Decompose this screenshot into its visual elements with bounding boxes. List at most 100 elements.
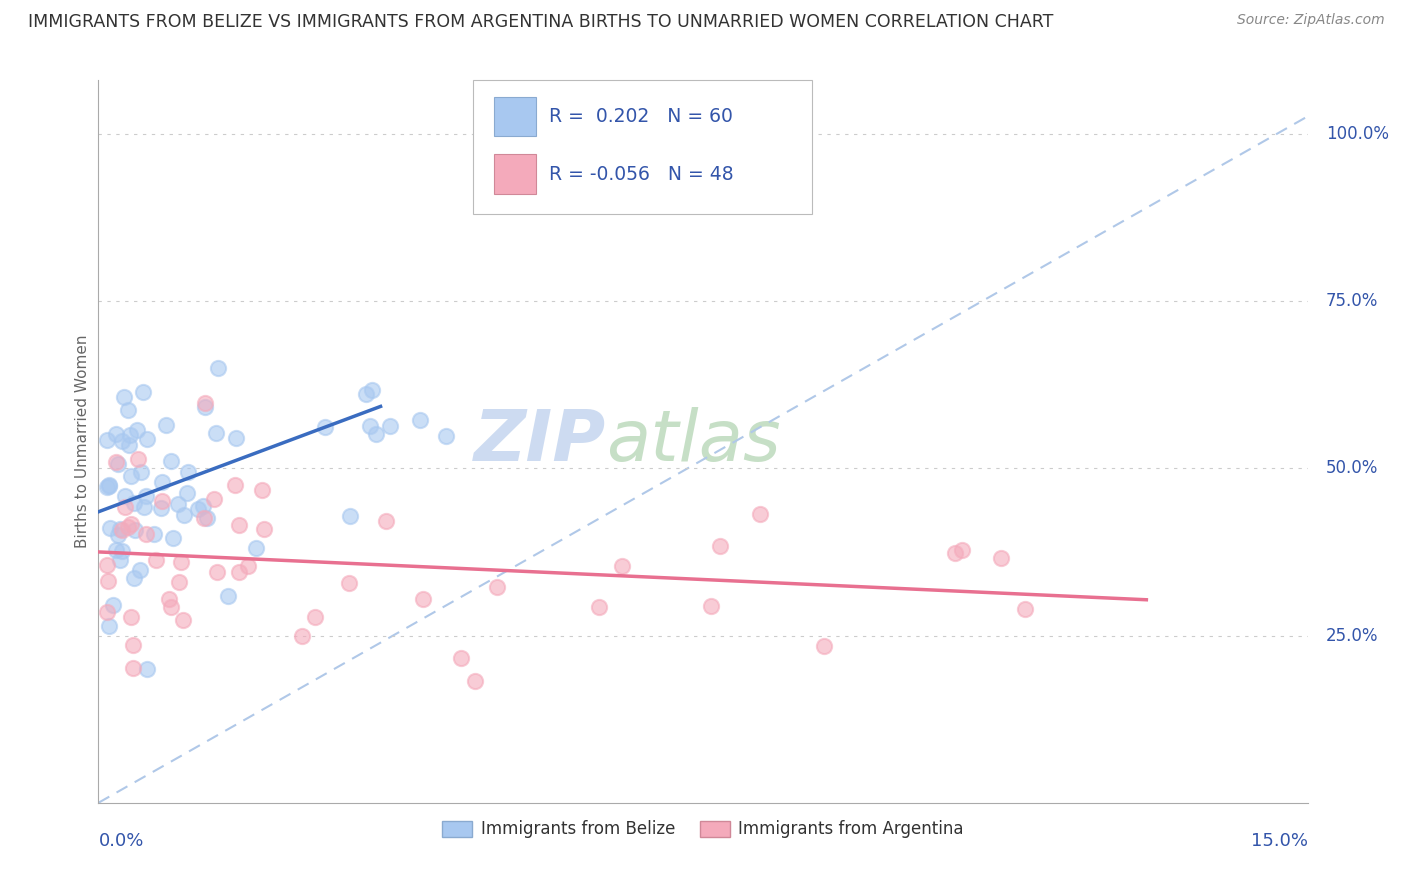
Point [194,401,217,415]
Text: 50.0%: 50.0% [1326,459,1378,477]
Point [149,501,172,516]
Point [339,508,361,523]
Point [143,527,166,541]
Text: Source: ZipAtlas.com: Source: ZipAtlas.com [1237,13,1385,28]
Point [813,639,835,653]
Point [166,497,188,511]
Point [612,559,634,574]
Point [135,489,157,503]
Point [195,511,218,525]
Point [162,531,184,545]
Point [136,662,159,676]
Point [191,500,214,514]
Point [228,565,250,579]
Point [127,423,149,437]
Legend: Immigrants from Belize, Immigrants from Argentina: Immigrants from Belize, Immigrants from … [436,814,970,845]
Point [111,434,134,448]
Text: 75.0%: 75.0% [1326,292,1378,310]
Point [375,514,398,528]
Point [225,431,247,445]
FancyBboxPatch shape [494,96,536,136]
Point [108,553,131,567]
Point [217,590,239,604]
Point [173,508,195,523]
Point [117,520,139,534]
Text: 25.0%: 25.0% [1326,626,1378,645]
Text: 15.0%: 15.0% [1250,831,1308,850]
Point [122,638,145,652]
Point [110,522,132,536]
Point [314,419,336,434]
Text: 100.0%: 100.0% [1326,125,1389,143]
Point [129,563,152,577]
Point [366,427,388,442]
Point [354,387,377,401]
Point [337,576,360,591]
Point [434,428,457,442]
Point [193,396,215,410]
Point [950,542,973,557]
Point [117,403,139,417]
Point [157,591,180,606]
Point [304,610,326,624]
Point [253,523,276,537]
Text: atlas: atlas [606,407,780,476]
Point [120,468,142,483]
Point [136,432,159,446]
Text: IMMIGRANTS FROM BELIZE VS IMMIGRANTS FROM ARGENTINA BIRTHS TO UNMARRIED WOMEN CO: IMMIGRANTS FROM BELIZE VS IMMIGRANTS FRO… [28,13,1053,31]
Point [224,478,246,492]
Point [359,419,381,434]
Point [135,526,157,541]
Point [943,546,966,560]
Point [193,510,215,524]
Point [127,452,149,467]
Point [172,613,194,627]
FancyBboxPatch shape [494,154,536,194]
Point [120,516,142,531]
Point [101,599,124,613]
Point [207,361,229,376]
Point [98,478,121,492]
Point [105,427,128,442]
Point [250,483,273,498]
Point [187,502,209,516]
Point [464,673,486,688]
Point [96,480,118,494]
Text: R =  0.202   N = 60: R = 0.202 N = 60 [550,107,734,126]
Point [1014,602,1036,616]
Point [107,528,129,542]
Point [96,605,118,619]
Point [129,465,152,479]
Point [124,496,146,510]
Point [238,559,260,574]
Point [96,433,118,447]
Point [159,600,181,615]
Point [114,500,136,514]
Point [170,555,193,569]
Point [378,419,401,434]
Text: 0.0%: 0.0% [98,831,143,850]
Point [97,574,120,588]
Point [124,523,146,537]
Point [132,385,155,400]
Point [228,518,250,533]
Point [485,580,508,594]
Point [98,478,121,492]
Point [155,418,177,433]
Point [412,592,434,607]
Point [709,539,731,553]
Point [749,507,772,521]
Point [588,600,610,615]
Point [990,551,1012,566]
Point [114,390,136,404]
Point [124,571,146,585]
Y-axis label: Births to Unmarried Women: Births to Unmarried Women [75,334,90,549]
Point [111,544,134,558]
Point [96,558,118,573]
Point [291,629,314,643]
Point [98,619,121,633]
Text: ZIP: ZIP [474,407,606,476]
Point [176,486,198,500]
Point [450,651,472,665]
Point [205,426,228,441]
